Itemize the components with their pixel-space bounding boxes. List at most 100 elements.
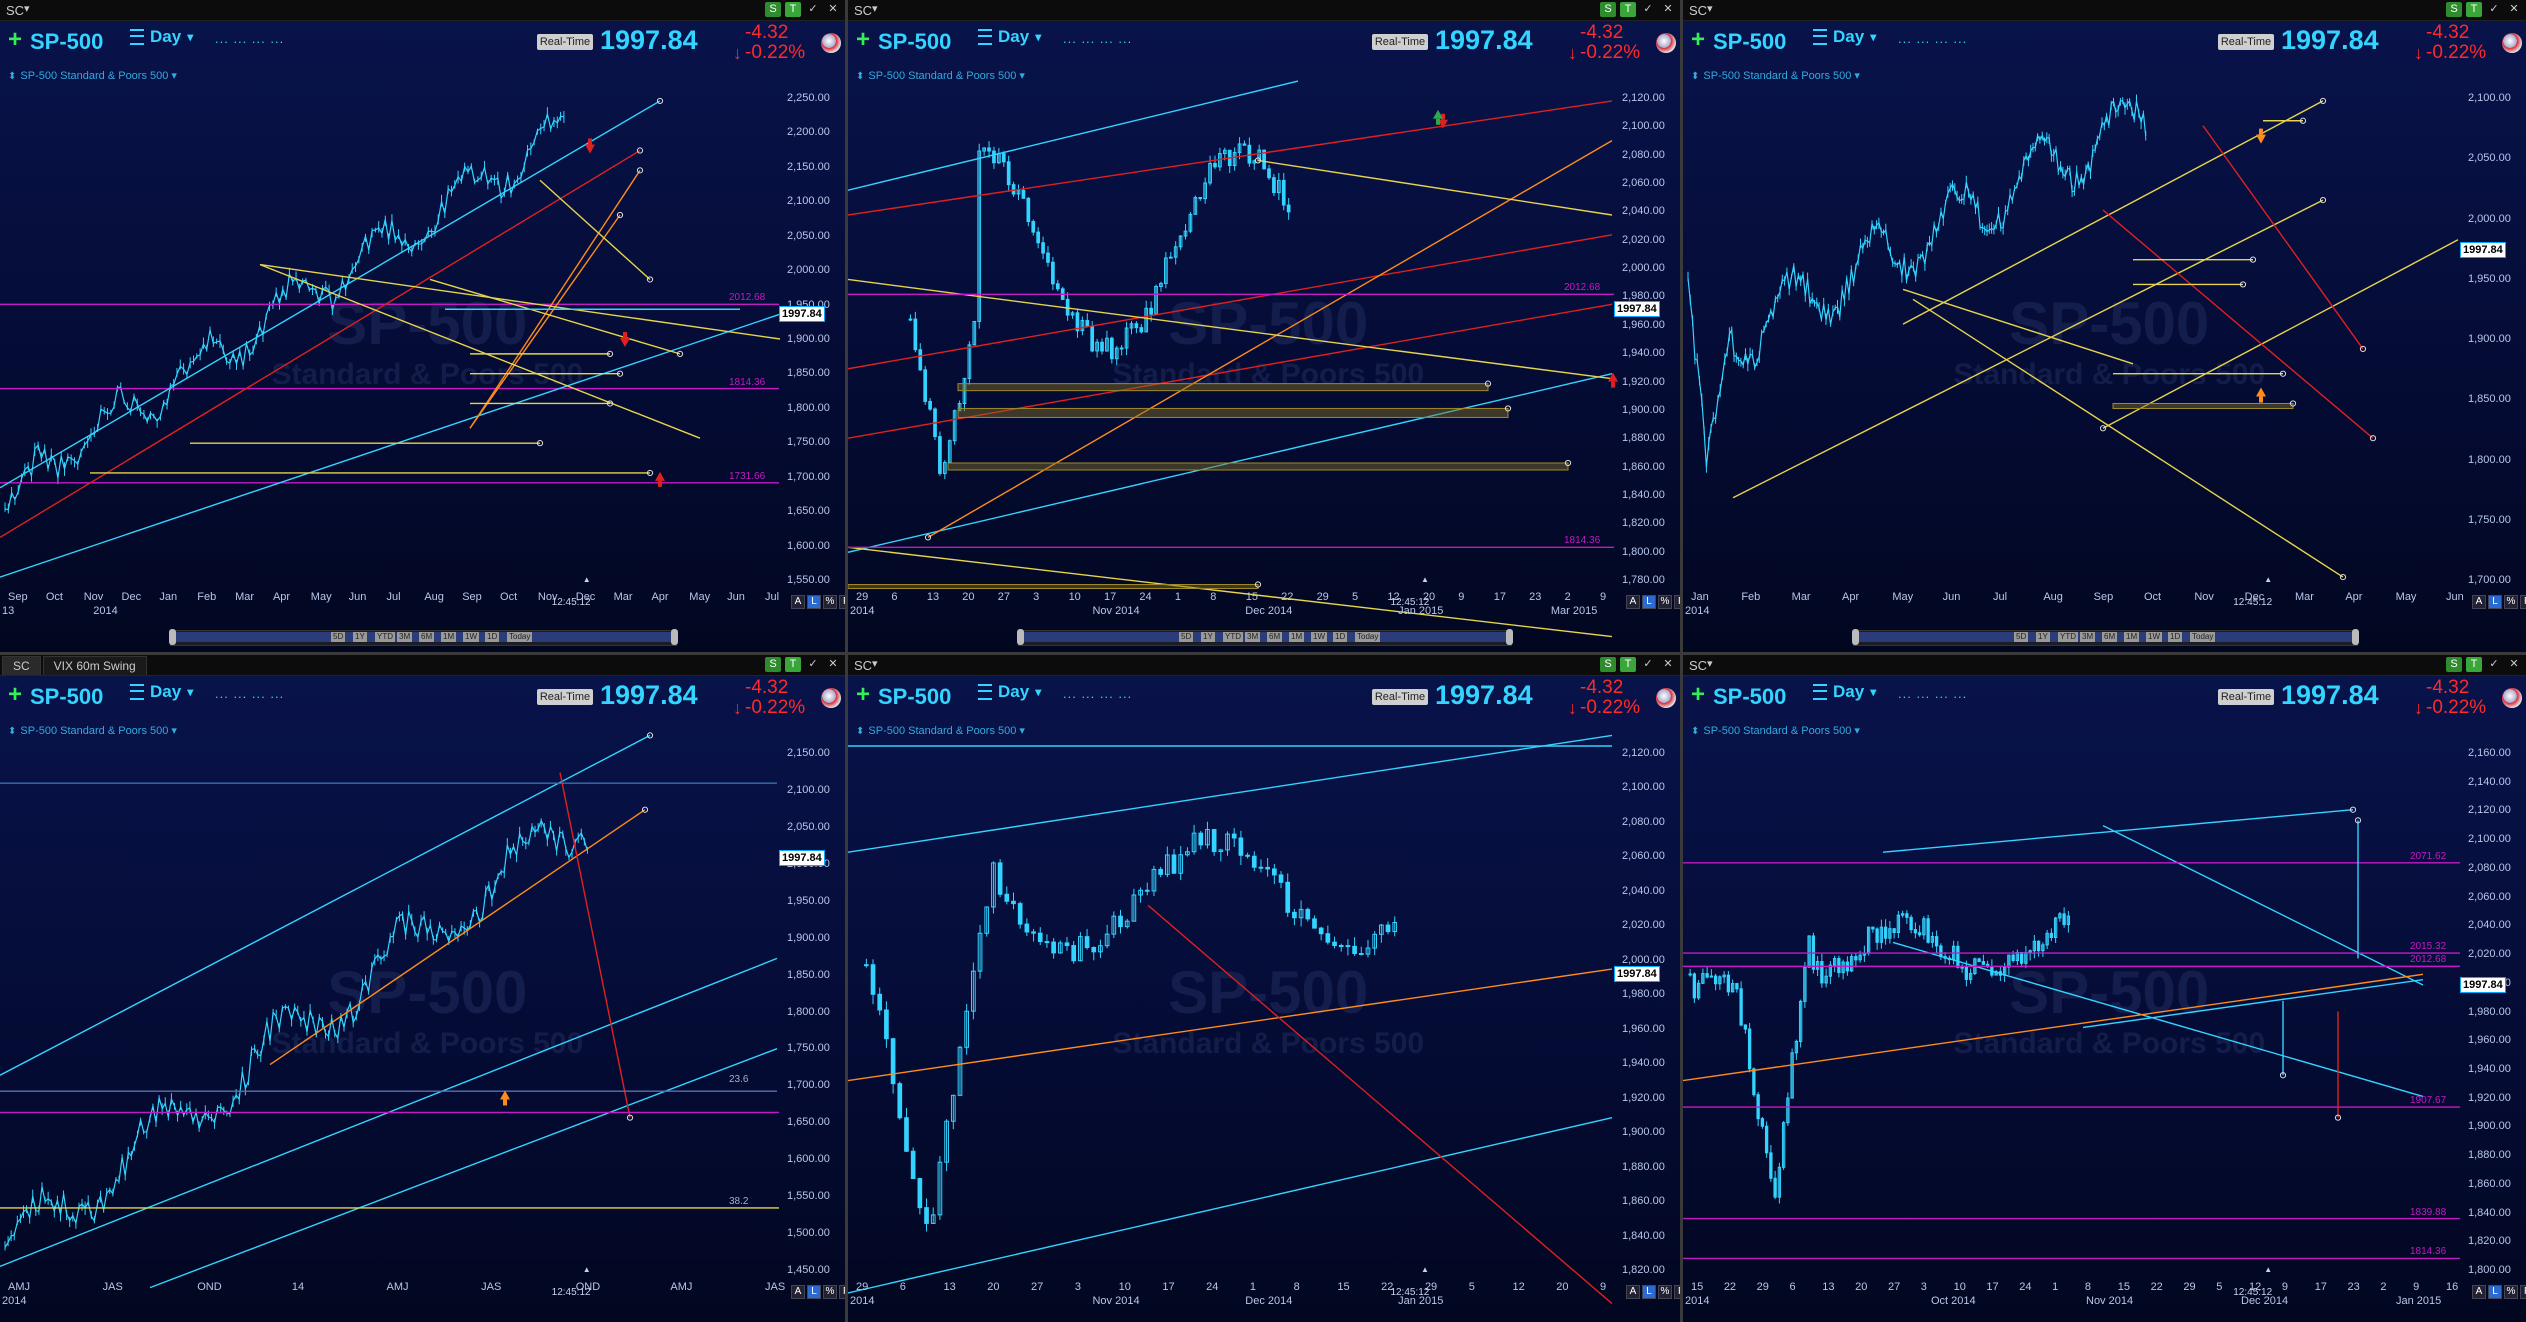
period-selector[interactable]: Day ▾ xyxy=(1813,682,1876,702)
percent-scale-button[interactable]: % xyxy=(2504,595,2518,609)
chevron-down-icon[interactable]: ▾ xyxy=(24,3,30,15)
realtime-button[interactable]: Real-Time xyxy=(537,689,593,705)
realtime-button[interactable]: Real-Time xyxy=(537,34,593,50)
scroll-handle-right[interactable] xyxy=(2352,629,2359,645)
time-axis[interactable]: Sep Oct Nov Dec Jan Feb Mar Apr May Jun Jul Aug Sep O… xyxy=(0,589,845,619)
fit-button[interactable]: F xyxy=(839,1285,845,1299)
chevron-down-icon[interactable]: ▾ xyxy=(1707,3,1713,15)
price-plot[interactable] xyxy=(1683,676,2526,1322)
study-indicators[interactable]: ... ... ... ... xyxy=(215,686,285,701)
scroll-handle-right[interactable] xyxy=(671,629,678,645)
time-axis[interactable]: 15 22 29 6 13 20 27 3 10 17 24 1 8 15 22 29 5 12 9 17 23 2 9 16… xyxy=(1683,1279,2526,1309)
sc-menu[interactable]: SC xyxy=(1689,3,1708,18)
range-button[interactable]: YTD xyxy=(1223,632,1243,642)
price-plot[interactable] xyxy=(0,676,845,1322)
percent-scale-button[interactable]: % xyxy=(1658,1285,1672,1299)
add-symbol-icon[interactable]: + xyxy=(856,26,871,53)
range-button[interactable]: 5D xyxy=(331,632,346,642)
range-button[interactable]: 1W xyxy=(1311,632,1327,642)
sc-menu[interactable]: SC xyxy=(1689,658,1708,673)
range-button[interactable]: 3M xyxy=(1245,632,1261,642)
range-button[interactable]: 1D xyxy=(2168,632,2183,642)
settings-icon[interactable]: ✓ xyxy=(1643,3,1653,15)
scroll-handle-left[interactable] xyxy=(1017,629,1024,645)
symbol-label[interactable]: SP-500 xyxy=(30,29,104,54)
time-scrollbar[interactable]: 5D 1Y YTD 3M 6M 1M 1W 1D Today xyxy=(1852,629,2359,646)
percent-scale-button[interactable]: % xyxy=(823,595,837,609)
study-indicators[interactable]: ... ... ... ... xyxy=(1063,686,1133,701)
settings-icon[interactable]: ✓ xyxy=(808,3,818,15)
symbol-label[interactable]: SP-500 xyxy=(1713,29,1787,54)
realtime-button[interactable]: Real-Time xyxy=(1372,34,1428,50)
fit-button[interactable]: F xyxy=(2520,1285,2526,1299)
time-axis[interactable]: AMJ JAS OND 14 AMJ JAS OND AMJ JAS 2014 xyxy=(0,1279,845,1309)
time-scrollbar[interactable]: 5D 1Y YTD 3M 6M 1M 1W 1D Today xyxy=(169,629,678,646)
log-scale-button[interactable]: L xyxy=(2488,595,2502,609)
range-button[interactable]: 1M xyxy=(1289,632,1305,642)
range-button[interactable]: 1D xyxy=(485,632,500,642)
news-globe-icon[interactable] xyxy=(1656,33,1676,53)
tab-vix-60m-swing[interactable]: VIX 60m Swing xyxy=(42,656,147,675)
scan-icon[interactable]: S xyxy=(1600,2,1616,17)
auto-scale-button[interactable]: A xyxy=(1626,595,1640,609)
scroll-handle-right[interactable] xyxy=(1506,629,1513,645)
realtime-button[interactable]: Real-Time xyxy=(2218,34,2274,50)
scan-icon[interactable]: S xyxy=(2446,2,2462,17)
price-axis[interactable]: 2,100.00 2,050.00 2,000.00 1,950.00 1,900.00… xyxy=(2464,21,2524,652)
price-plot[interactable] xyxy=(848,21,1680,652)
chart-subtitle[interactable]: ⬍ SP-500 Standard & Poors 500 ▾ xyxy=(856,69,1025,82)
range-button[interactable]: 1W xyxy=(463,632,479,642)
range-button[interactable]: YTD xyxy=(375,632,395,642)
scan-icon[interactable]: S xyxy=(765,657,781,672)
fit-button[interactable]: F xyxy=(1674,595,1680,609)
fit-button[interactable]: F xyxy=(2520,595,2526,609)
percent-scale-button[interactable]: % xyxy=(2504,1285,2518,1299)
close-icon[interactable]: ✕ xyxy=(1663,658,1673,670)
close-icon[interactable]: ✕ xyxy=(2509,658,2519,670)
study-indicators[interactable]: ... ... ... ... xyxy=(215,31,285,46)
news-globe-icon[interactable] xyxy=(2502,688,2522,708)
log-scale-button[interactable]: L xyxy=(1642,1285,1656,1299)
time-scrollbar[interactable]: 5D 1Y YTD 3M 6M 1M 1W 1D Today xyxy=(1017,629,1513,646)
price-plot[interactable] xyxy=(848,676,1680,1322)
time-axis[interactable]: 29 6 13 20 27 3 10 17 24 1 8 15 22 29 5 12 20 9 17 23 2 9 2014… xyxy=(848,589,1680,619)
price-axis[interactable]: 2,120.00 2,100.00 2,080.00 2,060.00 2,040.00… xyxy=(1618,676,1678,1322)
range-button[interactable]: 1W xyxy=(2146,632,2162,642)
price-axis[interactable]: 2,150.002,100.002,050.002,000.001,950.00… xyxy=(783,676,843,1322)
sc-menu[interactable]: SC xyxy=(854,3,873,18)
sc-menu[interactable]: SC xyxy=(6,3,25,18)
trade-icon[interactable]: T xyxy=(785,2,801,17)
tab-sc[interactable]: SC xyxy=(2,656,41,675)
range-button[interactable]: 1M xyxy=(2124,632,2140,642)
close-icon[interactable]: ✕ xyxy=(828,658,838,670)
close-icon[interactable]: ✕ xyxy=(2509,3,2519,15)
scan-icon[interactable]: S xyxy=(765,2,781,17)
fit-button[interactable]: F xyxy=(839,595,845,609)
chevron-down-icon[interactable]: ▾ xyxy=(872,3,878,15)
range-button[interactable]: 1M xyxy=(441,632,457,642)
fit-button[interactable]: F xyxy=(1674,1285,1680,1299)
settings-icon[interactable]: ✓ xyxy=(1643,658,1653,670)
log-scale-button[interactable]: L xyxy=(1642,595,1656,609)
add-symbol-icon[interactable]: + xyxy=(856,681,871,708)
range-button[interactable]: YTD xyxy=(2058,632,2078,642)
trade-icon[interactable]: T xyxy=(2466,657,2482,672)
trade-icon[interactable]: T xyxy=(2466,2,2482,17)
period-selector[interactable]: Day ▾ xyxy=(130,27,193,47)
chart-subtitle[interactable]: ⬍ SP-500 Standard & Poors 500 ▾ xyxy=(1691,69,1860,82)
price-plot[interactable] xyxy=(1683,21,2526,652)
range-button[interactable]: 3M xyxy=(2080,632,2096,642)
add-symbol-icon[interactable]: + xyxy=(1691,681,1706,708)
realtime-button[interactable]: Real-Time xyxy=(1372,689,1428,705)
range-button[interactable]: 5D xyxy=(1179,632,1194,642)
news-globe-icon[interactable] xyxy=(2502,33,2522,53)
time-axis[interactable]: 29 6 13 20 27 3 10 17 24 1 8 15 22 29 5 12 20 9 2014 Nov 20… xyxy=(848,1279,1680,1309)
chart-subtitle[interactable]: ⬍ SP-500 Standard & Poors 500 ▾ xyxy=(8,724,177,737)
percent-scale-button[interactable]: % xyxy=(1658,595,1672,609)
study-indicators[interactable]: ... ... ... ... xyxy=(1898,686,1968,701)
period-selector[interactable]: Day ▾ xyxy=(130,682,193,702)
symbol-label[interactable]: SP-500 xyxy=(1713,684,1787,709)
sc-menu[interactable]: SC xyxy=(854,658,873,673)
range-button[interactable]: 1Y xyxy=(1201,632,1215,642)
chart-subtitle[interactable]: ⬍ SP-500 Standard & Poors 500 ▾ xyxy=(1691,724,1860,737)
